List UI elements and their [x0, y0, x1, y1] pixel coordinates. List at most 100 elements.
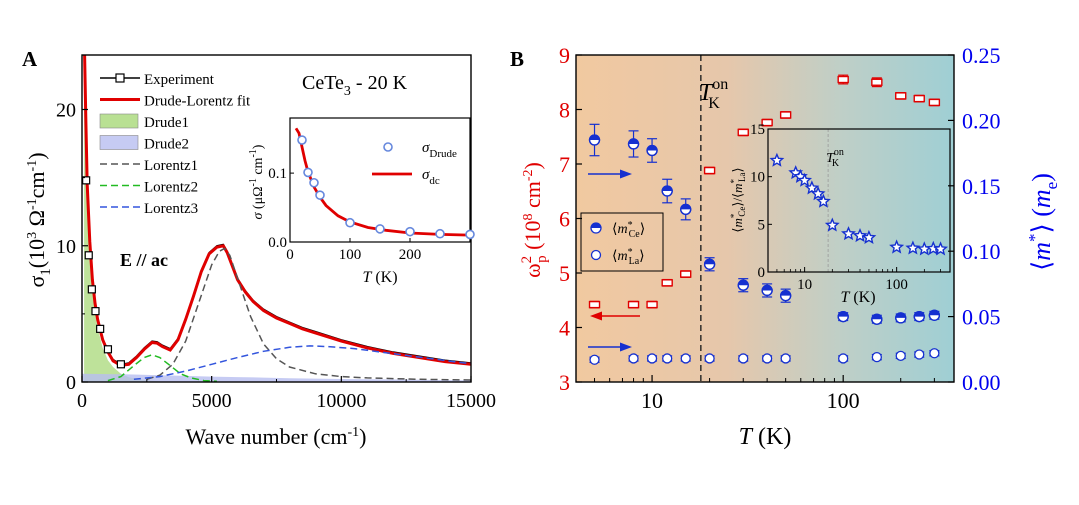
m-la-point: [738, 353, 749, 364]
inset-b-x-tick-label: 10: [797, 277, 812, 293]
legend-marker-experiment: [115, 73, 125, 83]
legend-label-lorentz3: Lorentz3: [144, 201, 198, 217]
x-tick-label: 15000: [446, 390, 496, 412]
inset-a-sigma-drude-point: [315, 190, 325, 200]
inset-a-x-tick-label: 0: [286, 247, 294, 263]
wp2-point: [913, 94, 925, 103]
right-axis-arrow-bottom: [588, 342, 632, 352]
inset-b-ratio-point: [797, 172, 813, 187]
experiment-marker: [87, 285, 96, 294]
wp2-point: [703, 166, 716, 175]
inset-b-ratio-point: [769, 152, 785, 167]
inset-a-frame: [289, 117, 471, 243]
inset-a-x-axis-label: T (K): [362, 269, 397, 286]
inset-b-ratio-point: [810, 185, 826, 201]
panel-b-inset: Ton K 10 100 0 5 10 15 T (K) ⟨m*Ce⟩/⟨m*La⟩: [729, 122, 951, 306]
experiment-marker: [116, 360, 126, 369]
right-y-tick-label: 0.10: [962, 239, 1001, 264]
wp2-point: [588, 300, 601, 309]
right-y-tick-label: 0.15: [962, 174, 1001, 199]
wp2-point: [779, 111, 792, 119]
legend-label-drude1: Drude1: [144, 115, 189, 131]
inset-b-ratio-point: [889, 239, 905, 254]
inset-a-sigma-drude-point: [375, 224, 385, 234]
wp2-point: [680, 270, 692, 278]
inset-b-ratio-point: [933, 241, 949, 256]
series-lorentz3-line: [133, 345, 471, 381]
y-tick-label: 20: [56, 100, 76, 122]
panel-label-b: B: [510, 47, 524, 71]
inset-b-y-tick-label: 5: [758, 217, 766, 233]
right-y-tick-label: 0.05: [962, 305, 1001, 330]
legend-ce-marker-fill: [591, 223, 601, 228]
inset-b-x-axis-label: T (K): [840, 289, 875, 306]
inset-a-sigma-drude-point: [345, 217, 355, 228]
m-ce-point: [627, 130, 640, 158]
m-la-point: [704, 353, 715, 364]
m-ce-point: [928, 309, 941, 321]
panel-a-x-axis-label: Wave number (cm-1): [186, 424, 367, 449]
right-y-tick-label: 0.25: [962, 43, 1001, 68]
x-tick-label: 0: [77, 390, 87, 412]
inset-b-ratio-point: [841, 226, 856, 241]
inset-a-y-tick-label: 0.0: [268, 235, 287, 251]
m-la-point: [589, 354, 600, 365]
panel-b-left-axis-label: ω2p (108 cm-2): [519, 162, 550, 278]
m-ce-point: [895, 312, 907, 324]
panel-a-y-axis-label: σ1(103 Ω-1cm-1): [24, 152, 54, 287]
panel-a-annotation: E // ac: [120, 250, 168, 270]
inset-a-legend-drude-marker: [383, 142, 393, 152]
m-ce-point: [761, 283, 773, 298]
x-tick-label: 10: [641, 388, 663, 413]
inset-b-ratio-point: [852, 227, 868, 243]
inset-b-y-tick-label: 0: [758, 265, 766, 281]
inset-b-ratio-point: [815, 193, 831, 208]
inset-a-legend-drude-label: σDrude: [422, 140, 457, 160]
wp2-point: [837, 74, 849, 85]
legend-label-experiment: Experiment: [144, 72, 215, 88]
inset-b-ratio-point: [905, 240, 921, 255]
m-la-point: [929, 348, 940, 359]
experiment-marker: [103, 345, 113, 354]
wp2-point: [928, 98, 941, 107]
legend-la-marker: [590, 249, 602, 261]
right-axis-arrow: [588, 169, 632, 179]
inset-a-sigma-drude-point: [309, 177, 319, 188]
wp2-point: [871, 77, 883, 88]
series-drude1-area: [84, 55, 160, 382]
legend-label-drude2: Drude2: [144, 137, 189, 153]
m-la-point: [646, 353, 658, 364]
wp2-point: [895, 92, 907, 100]
m-ce-point: [871, 313, 883, 325]
legend-label-lorentz1: Lorentz1: [144, 158, 198, 174]
wp2-point: [737, 128, 749, 137]
m-ce-point: [588, 123, 601, 157]
panel-b-right-axis-label: ⟨m*⟩ (me): [1025, 173, 1061, 271]
legend-swatch-drude2: [99, 135, 139, 150]
m-ce-point: [661, 178, 673, 204]
tk-onset-label: Ton K: [699, 76, 728, 112]
panel-a-legend: Experiment Drude-Lorentz fit Drude1 Drude2 L…: [99, 72, 251, 217]
x-tick-label: 10000: [316, 390, 366, 412]
panel-a-inset: 0 100 200 0.0 0.1 T (K) σ (μΩ-1 cm-1) σDrude σdc: [248, 117, 475, 286]
legend-label-lorentz2: Lorentz2: [144, 180, 198, 196]
series-lorentz1-line: [146, 247, 471, 381]
inset-a-x-tick-label: 100: [339, 247, 362, 263]
m-la-point: [761, 353, 773, 364]
experiment-marker: [96, 324, 105, 333]
m-la-point: [895, 350, 906, 361]
m-la-point: [838, 353, 849, 364]
inset-a-y-tick-label: 0.1: [268, 166, 287, 182]
inset-a-sigma-drude-point: [297, 135, 307, 145]
series-drude2-area: [82, 373, 471, 382]
series-drude-lorentz-fit-line: [83, 55, 471, 368]
panel-b-background: [576, 55, 954, 382]
wp2-point: [761, 118, 773, 127]
panel-b-chart: Ton K 3 4 5 6 7 8 9 0.00 0.05 0.10 0.15 0.20 0.25 10 10…: [519, 43, 1061, 450]
x-tick-label: 100: [827, 388, 860, 413]
legend-label-drude-lorentz-fit: Drude-Lorentz fit: [144, 94, 251, 110]
inset-a-sigma-dc-line: [294, 127, 471, 237]
series-lorentz2-line: [107, 354, 217, 382]
x-tick-label: 5000: [192, 390, 232, 412]
inset-a-x-tick-label: 200: [399, 247, 422, 263]
